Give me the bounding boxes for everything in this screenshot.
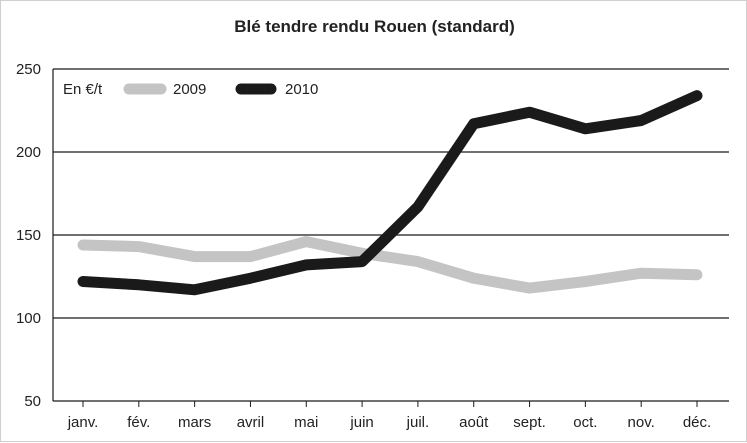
y-tick-label: 250 bbox=[16, 61, 41, 78]
legend-label-2009: 2009 bbox=[173, 81, 206, 98]
legend-label-2010: 2010 bbox=[285, 81, 318, 98]
x-tick-label: janv. bbox=[67, 414, 99, 431]
series-line-2010 bbox=[77, 90, 703, 296]
y-tick-label: 100 bbox=[16, 310, 41, 327]
x-tick-label: juin bbox=[349, 414, 373, 431]
x-tick-label: sept. bbox=[513, 414, 546, 431]
y-tick-label: 50 bbox=[24, 393, 41, 410]
x-tick-label: juil. bbox=[406, 414, 430, 431]
y-tick-label: 150 bbox=[16, 227, 41, 244]
x-tick-label: mars bbox=[178, 414, 211, 431]
series-line-2009 bbox=[77, 236, 703, 294]
x-tick-label: fév. bbox=[127, 414, 150, 431]
unit-label: En €/t bbox=[63, 81, 103, 98]
x-tick-label: août bbox=[459, 414, 489, 431]
legend: En €/t 2009 2010 bbox=[63, 81, 318, 98]
axis-layer: 50 100 150 200 250 janv. fév. mars avril mai juin j… bbox=[16, 61, 711, 431]
chart-title: Blé tendre rendu Rouen (standard) bbox=[234, 17, 515, 36]
x-tick-label: déc. bbox=[683, 414, 711, 431]
y-tick-label: 200 bbox=[16, 144, 41, 161]
x-tick-label: mai bbox=[294, 414, 318, 431]
x-tick-label: nov. bbox=[628, 414, 655, 431]
series-layer bbox=[77, 90, 703, 296]
x-tick-label: avril bbox=[237, 414, 265, 431]
x-tick-label: oct. bbox=[573, 414, 597, 431]
